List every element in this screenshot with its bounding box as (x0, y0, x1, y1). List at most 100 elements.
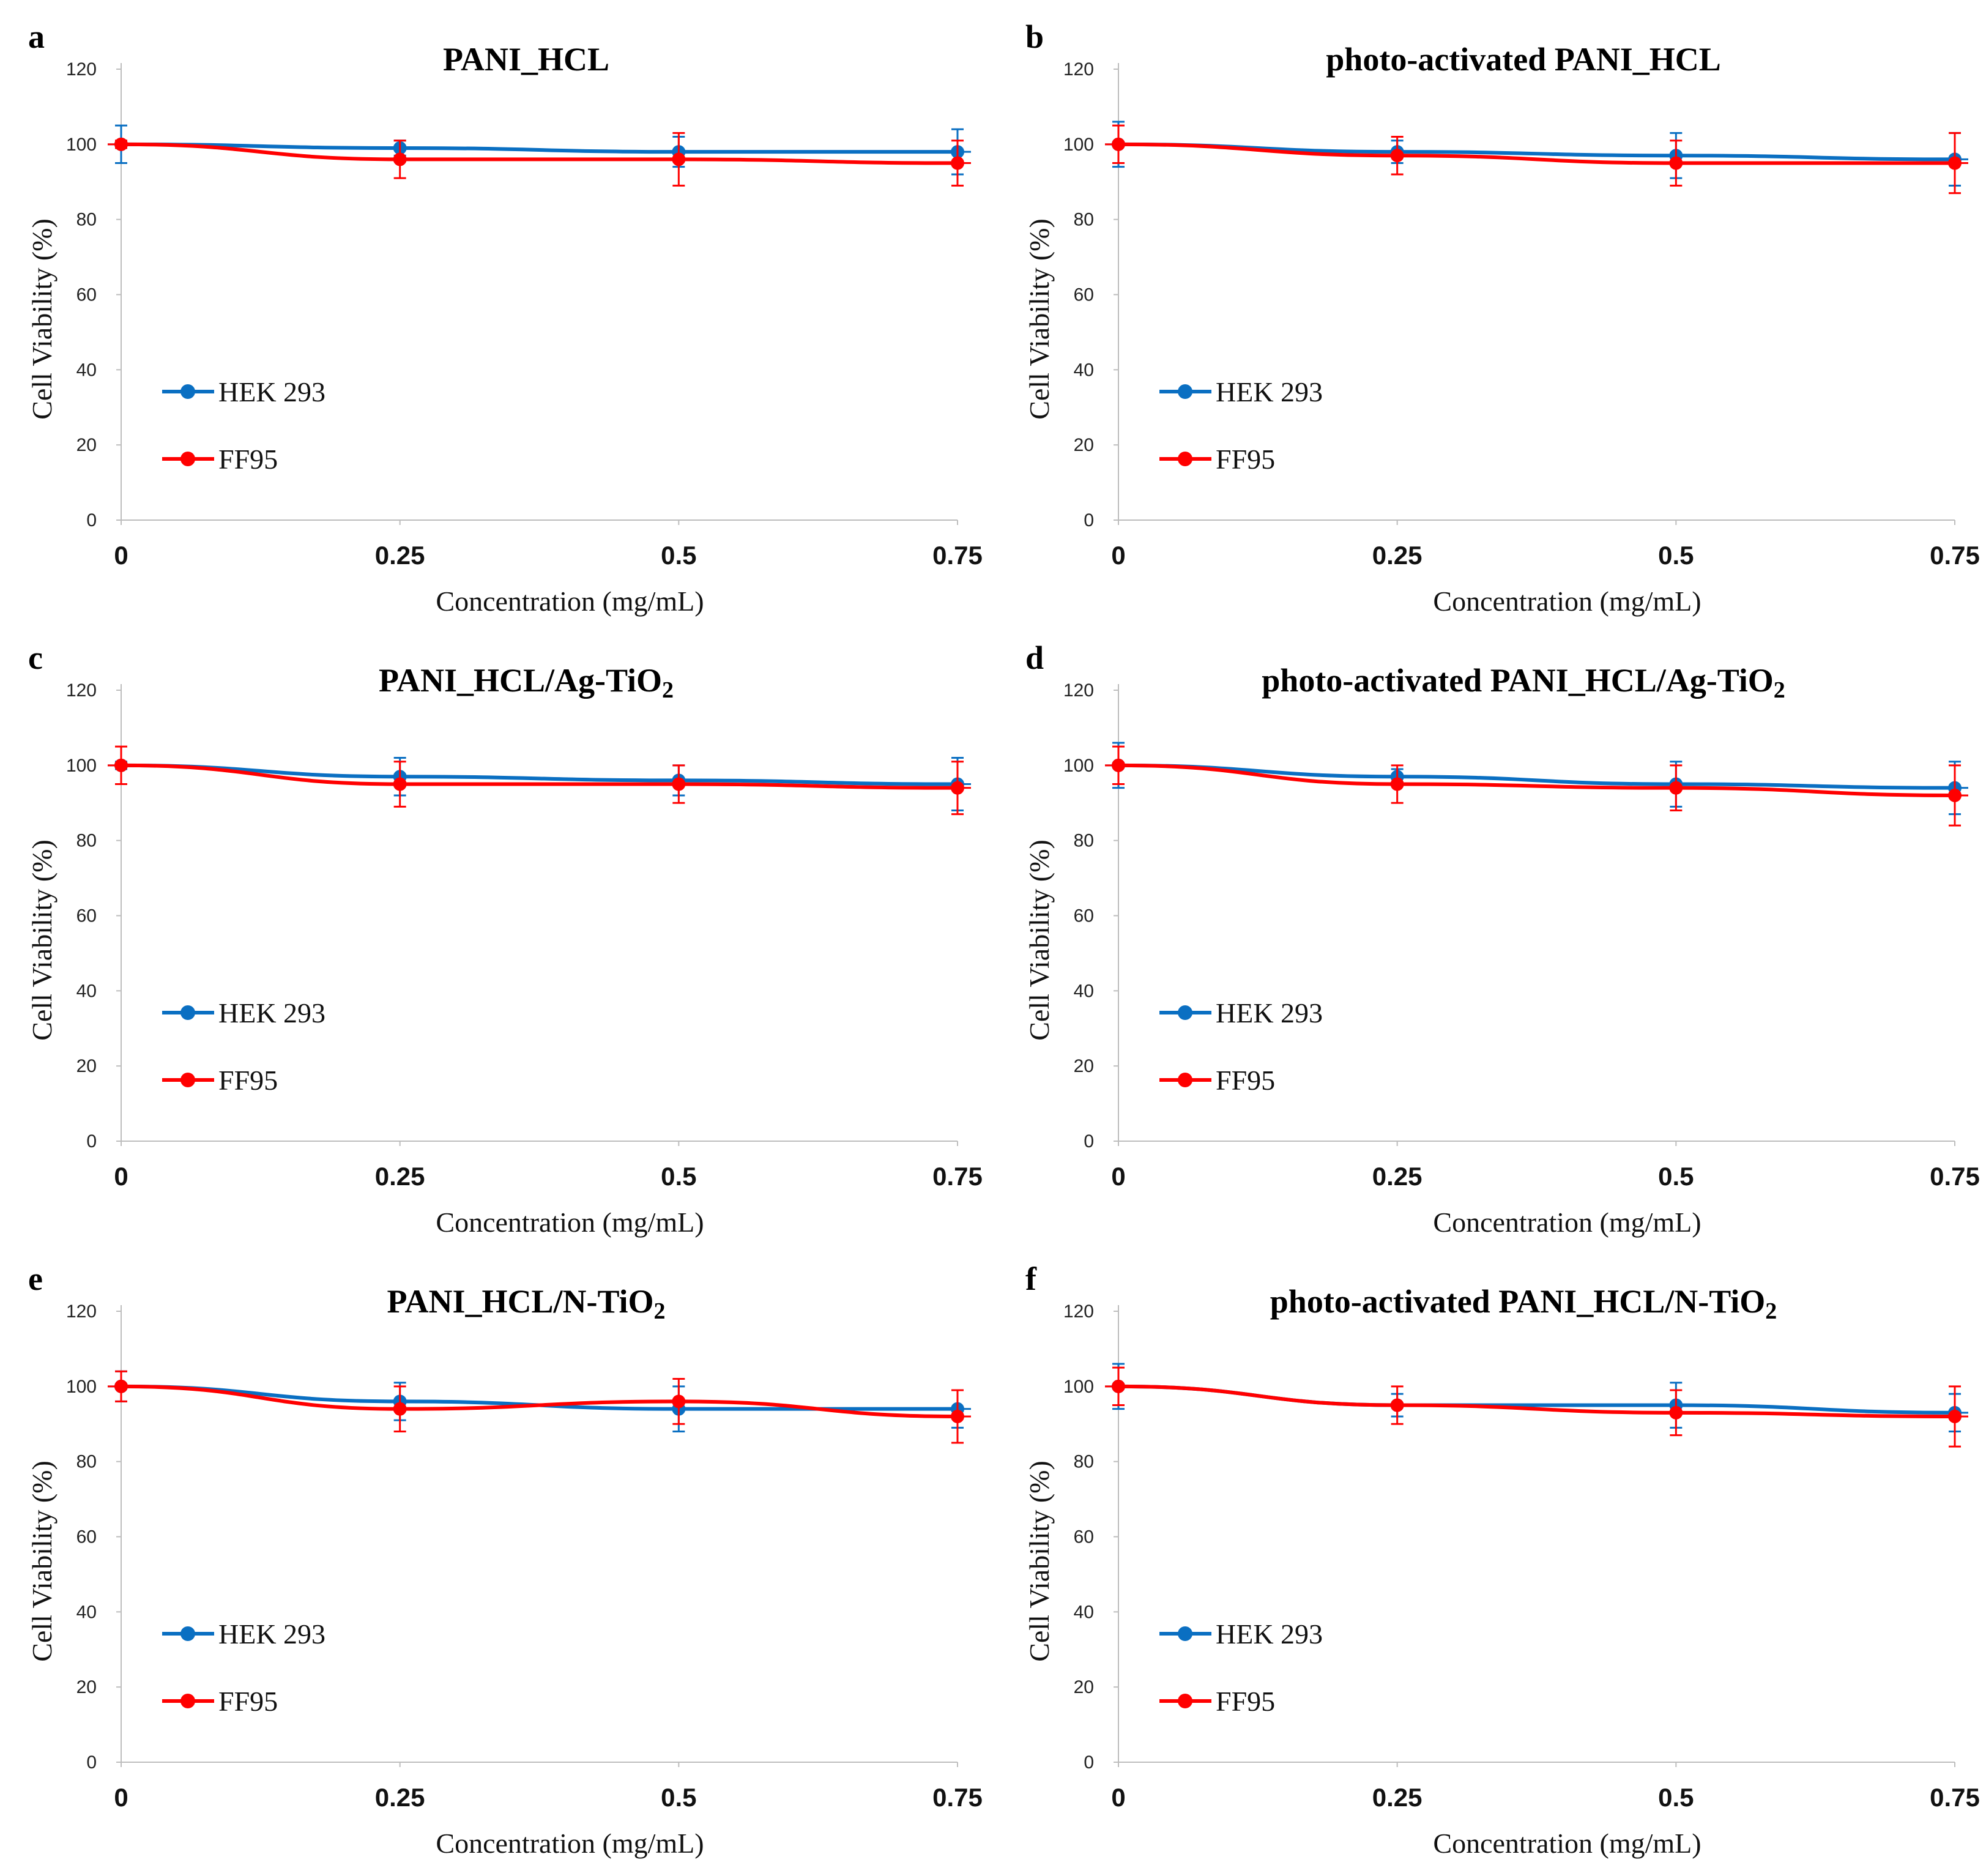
y-tick-label: 60 (1074, 285, 1094, 305)
x-tick-label: 0.5 (661, 1783, 696, 1812)
y-tick-label: 100 (66, 1377, 97, 1397)
x-axis-label: Concentration (mg/mL) (1433, 1207, 1701, 1238)
y-tick-label: 40 (76, 1602, 97, 1622)
y-tick-label: 40 (76, 360, 97, 380)
y-tick-label: 80 (76, 210, 97, 230)
data-point (1390, 777, 1404, 791)
data-point (672, 1394, 686, 1409)
data-point (672, 152, 686, 166)
data-point (951, 781, 964, 795)
data-point (1669, 156, 1683, 170)
x-tick-label: 0.5 (1658, 1162, 1694, 1191)
y-tick-label: 60 (76, 1527, 97, 1547)
series-line (121, 1384, 958, 1418)
y-tick-label: 100 (1063, 135, 1094, 155)
chart-title: PANI_HCL (443, 41, 609, 78)
data-point (1669, 1405, 1683, 1420)
y-tick-label: 20 (1074, 435, 1094, 455)
y-tick-label: 100 (1063, 756, 1094, 776)
x-axis-label: Concentration (mg/mL) (436, 1828, 704, 1859)
chart-title-main: photo-activated PANI_HCL/Ag-TiO (1262, 662, 1774, 699)
y-tick-label: 80 (76, 1452, 97, 1472)
x-tick-label: 0 (114, 1783, 128, 1812)
legend-marker (180, 452, 195, 466)
y-tick-label: 0 (1084, 1752, 1094, 1773)
data-point (1112, 758, 1125, 772)
data-point (1948, 788, 1962, 802)
chart-title-subscript: 2 (1765, 1298, 1777, 1324)
y-axis-label: Cell Viability (%) (26, 1461, 58, 1662)
y-tick-label: 80 (1074, 210, 1094, 230)
chart-title-main: photo-activated PANI_HCL (1326, 41, 1720, 78)
y-axis-label: Cell Viability (%) (26, 839, 58, 1041)
y-axis-label: Cell Viability (%) (1024, 839, 1055, 1041)
legend-label: FF95 (1216, 1065, 1275, 1096)
panel-letter: e (28, 1260, 43, 1297)
x-tick-label: 0.75 (932, 541, 983, 570)
series-hek-293 (1105, 121, 1968, 187)
chart-title-main: PANI_HCL/N-TiO (387, 1283, 653, 1320)
y-tick-label: 0 (1084, 1131, 1094, 1152)
y-tick-label: 100 (1063, 1377, 1094, 1397)
legend-label: HEK 293 (1216, 376, 1323, 408)
x-tick-label: 0.25 (1372, 541, 1423, 570)
series-line (121, 142, 958, 154)
y-tick-label: 40 (1074, 981, 1094, 1001)
legend-entry-ff95: FF95 (1159, 444, 1275, 475)
legend-marker (180, 384, 195, 399)
legend-entry-hek-293: HEK 293 (1159, 1618, 1323, 1650)
y-tick-label: 60 (76, 906, 97, 926)
x-tick-label: 0.75 (932, 1783, 983, 1812)
y-tick-label: 20 (76, 1677, 97, 1697)
x-tick-label: 0.75 (1930, 541, 1980, 570)
legend-marker (1178, 452, 1192, 466)
x-tick-label: 0 (114, 1162, 128, 1191)
legend-marker (180, 1073, 195, 1087)
legend-entry-hek-293: HEK 293 (1159, 376, 1323, 408)
chart-title: PANI_HCL/Ag-TiO2 (379, 662, 674, 703)
legend-entry-ff95: FF95 (162, 1065, 278, 1096)
legend-marker (1178, 384, 1192, 399)
y-tick-label: 60 (1074, 1527, 1094, 1547)
series-ff95 (108, 132, 971, 187)
y-tick-label: 20 (76, 435, 97, 455)
legend-label: FF95 (1216, 444, 1275, 475)
y-tick-label: 120 (1063, 1301, 1094, 1322)
y-tick-label: 80 (76, 831, 97, 851)
chart-title-main: PANI_HCL (443, 41, 609, 78)
series-line (121, 142, 958, 165)
legend-entry-hek-293: HEK 293 (1159, 997, 1323, 1029)
legend-entry-ff95: FF95 (162, 1686, 278, 1717)
y-tick-label: 0 (86, 1131, 97, 1152)
chart-title-subscript: 2 (654, 1298, 666, 1324)
legend-entry-ff95: FF95 (1159, 1686, 1275, 1717)
y-tick-label: 100 (66, 135, 97, 155)
y-tick-label: 60 (1074, 906, 1094, 926)
y-tick-label: 120 (1063, 59, 1094, 80)
series-hek-293 (1105, 1363, 1968, 1433)
legend-label: FF95 (218, 444, 278, 475)
y-tick-label: 60 (76, 285, 97, 305)
y-tick-label: 20 (1074, 1677, 1094, 1697)
legend-label: HEK 293 (218, 1618, 325, 1650)
chart-panel-b: b photo-activated PANI_HCL 0 20 40 60 80 100 120… (1024, 18, 1980, 617)
legend-marker (180, 1694, 195, 1708)
x-tick-label: 0 (1111, 1162, 1125, 1191)
chart-title: photo-activated PANI_HCL/Ag-TiO2 (1262, 662, 1785, 703)
x-axis-label: Concentration (mg/mL) (1433, 586, 1701, 617)
legend-entry-hek-293: HEK 293 (162, 376, 325, 408)
x-tick-label: 0.25 (375, 1162, 425, 1191)
data-point (1390, 1398, 1404, 1412)
x-axis-label: Concentration (mg/mL) (436, 586, 704, 617)
data-point (114, 1379, 128, 1393)
legend-marker (180, 1005, 195, 1020)
series-hek-293 (1105, 742, 1968, 816)
x-tick-label: 0.75 (932, 1162, 983, 1191)
series-line (1118, 1384, 1955, 1418)
x-tick-label: 0 (1111, 1783, 1125, 1812)
series-line (121, 763, 958, 786)
legend-label: FF95 (218, 1686, 278, 1717)
